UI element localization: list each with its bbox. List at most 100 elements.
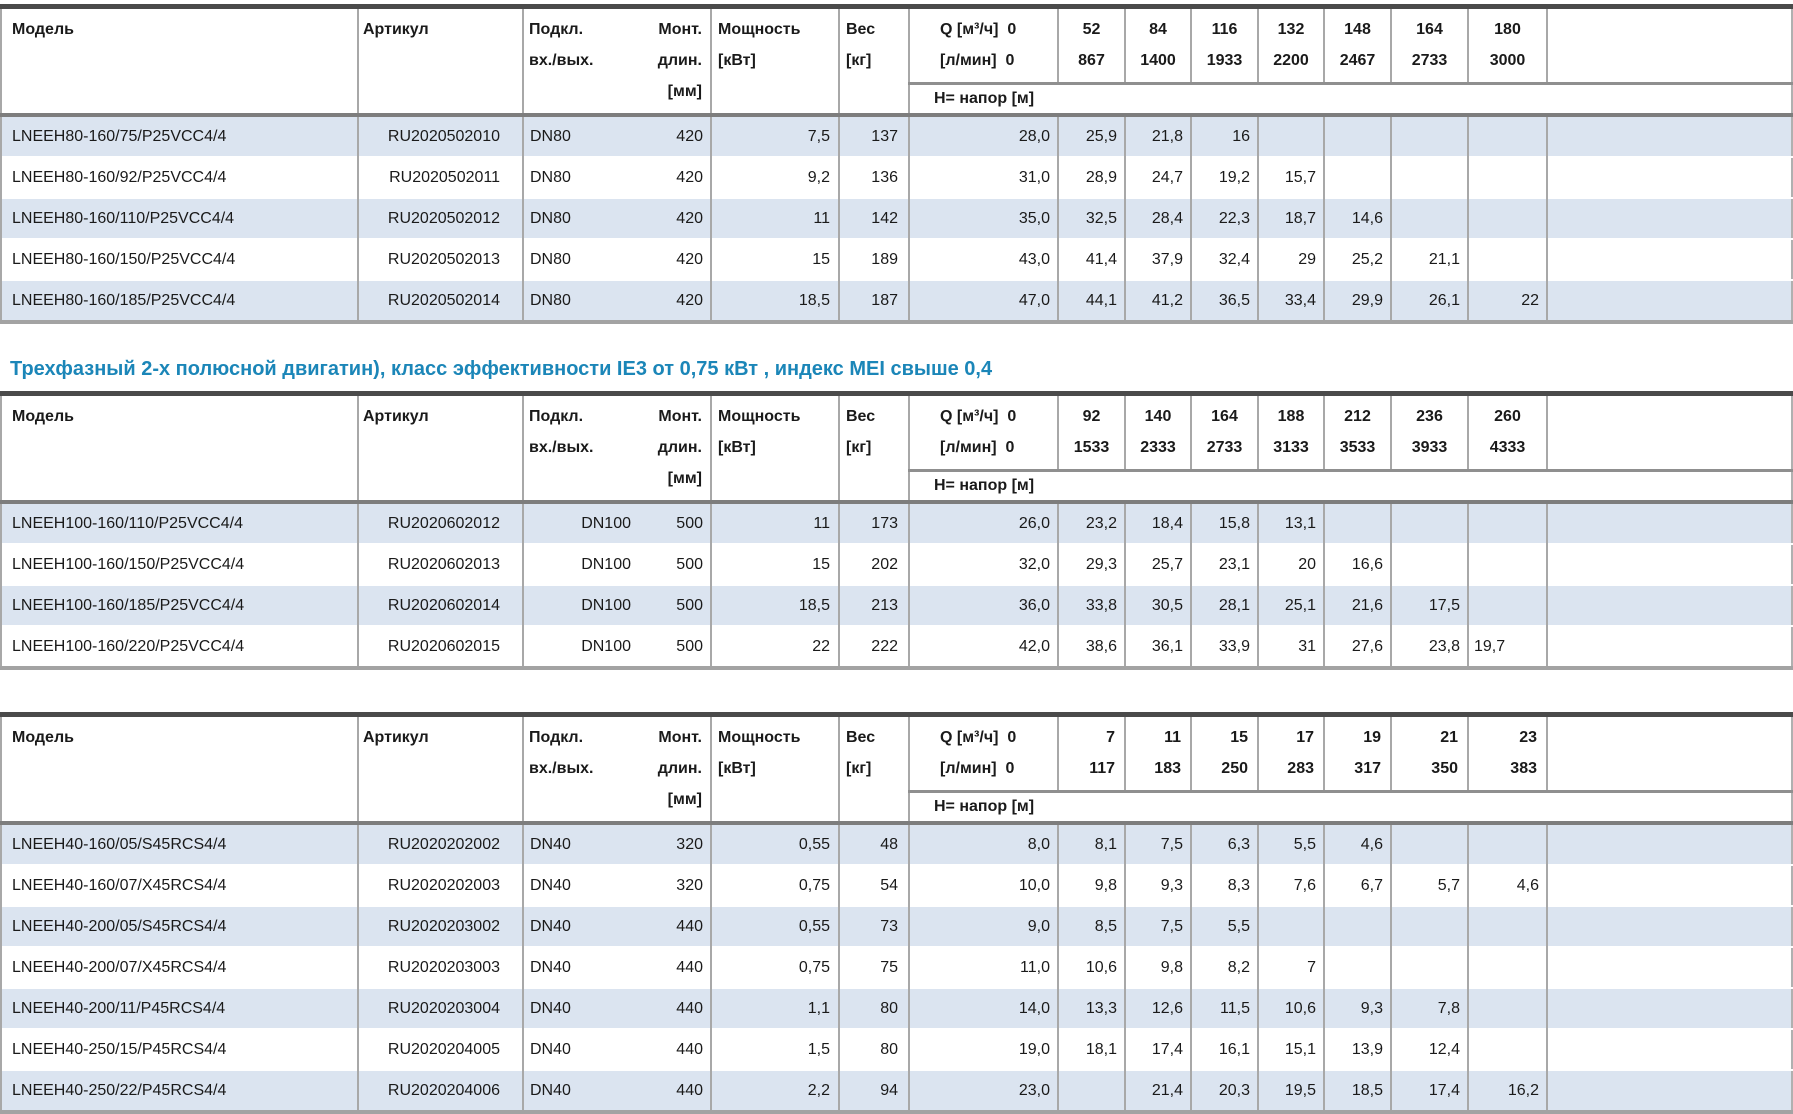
q-m3h-value: 180 <box>1494 21 1521 38</box>
head-q0-cell: 9,0 <box>908 906 1058 947</box>
q-m3h-value: 212 <box>1344 408 1371 425</box>
header-line: длин. <box>657 52 702 69</box>
power-cell: 11 <box>710 502 839 544</box>
connection-value: DN80 <box>530 168 571 186</box>
filler-cell <box>1546 239 1792 280</box>
table-row: LNEEH80-160/110/P25VCC4/4 RU2020502012 DN8… <box>0 198 1792 239</box>
q-m3h-value: 23 <box>1519 729 1537 746</box>
mount-length-value: 500 <box>676 637 703 655</box>
q-m3h-value: 132 <box>1277 21 1305 38</box>
head-value-cell: 25,9 <box>1057 115 1125 157</box>
column-header-flow: Q [м³/ч] 0 [л/мин] 0 <box>908 714 1058 793</box>
q-m3h-value: 7 <box>1106 729 1115 746</box>
filler-cell <box>1546 865 1792 906</box>
head-value-cell: 9,3 <box>1124 865 1191 906</box>
table-row: LNEEH100-160/220/P25VCC4/4 RU2020602015 DN… <box>0 626 1792 668</box>
model-cell: LNEEH80-160/92/P25VCC4/4 <box>0 157 358 198</box>
head-value-cell <box>1390 947 1468 988</box>
connection-mount-cell: DN80 420 <box>522 157 711 198</box>
power-cell: 15 <box>710 239 839 280</box>
mount-length-value: 500 <box>676 514 703 532</box>
connection-mount-split: DN80 420 <box>525 169 709 187</box>
head-value-cell: 4,6 <box>1467 865 1547 906</box>
head-value-cell: 31 <box>1257 626 1324 668</box>
filler-cell <box>1546 280 1792 322</box>
header-line: Мощность <box>718 729 801 746</box>
column-header-article: Артикул <box>357 6 523 115</box>
head-value-cell: 25,7 <box>1124 544 1191 585</box>
model-cell: LNEEH80-160/185/P25VCC4/4 <box>0 280 358 322</box>
header-line: [мм] <box>667 791 702 808</box>
filler-cell <box>1546 823 1792 865</box>
header-line: Q [м³/ч] 0 <box>940 729 1017 746</box>
pump-table-lneeh40: Модель Артикул Подкл. вх./вых. Монт. дли… <box>0 712 1793 1114</box>
mount-length-value: 440 <box>676 1040 703 1058</box>
table-row: LNEEH80-160/185/P25VCC4/4 RU2020502014 DN8… <box>0 280 1792 322</box>
table-body: LNEEH100-160/110/P25VCC4/4 RU2020602012 DN… <box>0 502 1792 668</box>
q-m3h-value: 11 <box>1164 729 1181 746</box>
power-cell: 22 <box>710 626 839 668</box>
catalog-page: Модель Артикул Подкл. вх./вых. Монт. дли… <box>0 4 1793 1114</box>
head-value-cell <box>1467 544 1547 585</box>
connection-mount-split: DN40 440 <box>525 959 709 977</box>
filler-cell <box>1546 988 1792 1029</box>
head-value-cell: 33,4 <box>1257 280 1324 322</box>
q-value-header: 164 2733 <box>1390 6 1468 85</box>
q-lmin-value: 2333 <box>1140 439 1176 456</box>
model-cell: LNEEH80-160/150/P25VCC4/4 <box>0 239 358 280</box>
q-lmin-value: 117 <box>1089 760 1115 777</box>
head-value-cell: 23,8 <box>1390 626 1468 668</box>
header-line: Вес <box>846 21 876 38</box>
head-value-cell: 8,1 <box>1057 823 1125 865</box>
weight-cell: 189 <box>838 239 909 280</box>
connection-value: DN100 <box>581 555 631 573</box>
q-value-header: 116 1933 <box>1190 6 1258 85</box>
filler-cell <box>1546 1070 1792 1112</box>
column-header-connection: Подкл. вх./вых. Монт. длин. [мм] <box>522 393 711 502</box>
weight-cell: 173 <box>838 502 909 544</box>
table-row: LNEEH80-160/92/P25VCC4/4 RU2020502011 DN80… <box>0 157 1792 198</box>
head-value-cell <box>1467 198 1547 239</box>
head-value-cell <box>1390 544 1468 585</box>
connection-value: DN40 <box>530 958 571 976</box>
pump-table-lneeh100: Модель Артикул Подкл. вх./вых. Монт. дли… <box>0 391 1793 670</box>
header-line: Монт. <box>658 408 702 425</box>
model-cell: LNEEH40-200/11/P45RCS4/4 <box>0 988 358 1029</box>
power-cell: 0,55 <box>710 823 839 865</box>
connection-mount-cell: DN100 500 <box>522 502 711 544</box>
table-body: LNEEH40-160/05/S45RCS4/4 RU2020202002 DN40… <box>0 823 1792 1112</box>
connection-value: DN40 <box>530 917 571 935</box>
mount-length-value: 440 <box>676 917 703 935</box>
head-value-cell: 37,9 <box>1124 239 1191 280</box>
head-value-cell <box>1390 157 1468 198</box>
mount-length-value: 320 <box>676 835 703 853</box>
head-value-cell: 18,5 <box>1323 1070 1391 1112</box>
head-value-cell: 8,3 <box>1190 865 1258 906</box>
weight-cell: 80 <box>838 1029 909 1070</box>
column-header-connection: Подкл. вх./вых. Монт. длин. [мм] <box>522 714 711 823</box>
header-line: Подкл. <box>529 729 584 746</box>
head-value-cell: 26,1 <box>1390 280 1468 322</box>
table-row: LNEEH40-200/11/P45RCS4/4 RU2020203004 DN40… <box>0 988 1792 1029</box>
head-q0-cell: 43,0 <box>908 239 1058 280</box>
q-m3h-value: 15 <box>1230 729 1248 746</box>
connection-mount-cell: DN40 440 <box>522 988 711 1029</box>
table-header: Модель Артикул Подкл. вх./вых. Монт. дли… <box>0 393 1792 502</box>
header-line: длин. <box>657 760 702 777</box>
power-cell: 0,55 <box>710 906 839 947</box>
header-line: [кВт] <box>718 439 756 456</box>
q-lmin-value: 183 <box>1154 760 1181 777</box>
head-value-cell: 27,6 <box>1323 626 1391 668</box>
head-value-cell: 6,7 <box>1323 865 1391 906</box>
q-value-header: 132 2200 <box>1257 6 1324 85</box>
head-q0-cell: 28,0 <box>908 115 1058 157</box>
weight-cell: 222 <box>838 626 909 668</box>
power-cell: 0,75 <box>710 865 839 906</box>
model-cell: LNEEH80-160/75/P25VCC4/4 <box>0 115 358 157</box>
connection-mount-split: DN100 500 <box>525 515 709 533</box>
table-row: LNEEH100-160/185/P25VCC4/4 RU2020602014 DN… <box>0 585 1792 626</box>
q-lmin-value: 1533 <box>1073 439 1110 456</box>
head-value-cell <box>1467 947 1547 988</box>
q-lmin-value: 3933 <box>1411 439 1448 456</box>
head-value-cell: 7,8 <box>1390 988 1468 1029</box>
